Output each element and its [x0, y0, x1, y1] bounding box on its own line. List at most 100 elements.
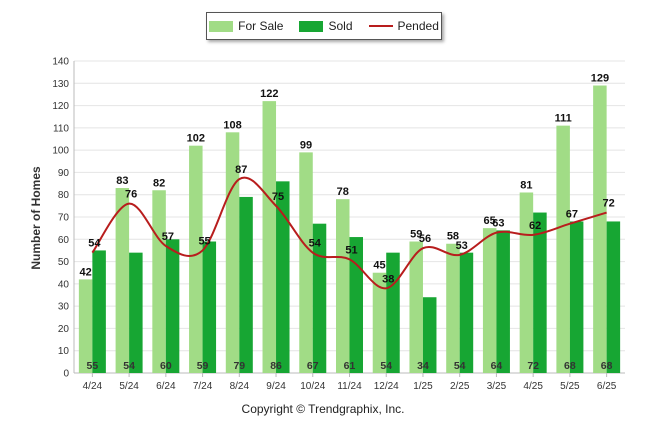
bar-sold — [496, 230, 510, 373]
pended-value-label: 67 — [566, 209, 578, 221]
for-sale-value-label: 102 — [187, 133, 205, 145]
for-sale-value-label: 58 — [447, 231, 459, 243]
x-tick-label: 11/24 — [337, 381, 362, 392]
bar-sold — [92, 250, 106, 373]
bar-sold — [386, 252, 400, 373]
y-tick-label: 80 — [58, 190, 70, 201]
x-tick-label: 7/24 — [193, 381, 213, 392]
pended-value-label: 53 — [456, 240, 468, 252]
bar-for-sale — [446, 243, 460, 373]
bar-for-sale — [152, 190, 166, 373]
y-tick-label: 40 — [58, 279, 70, 290]
for-sale-value-label: 65 — [484, 215, 496, 227]
x-tick-label: 4/24 — [83, 381, 103, 392]
x-tick-label: 3/25 — [487, 381, 507, 392]
for-sale-value-label: 129 — [591, 73, 609, 85]
y-tick-label: 110 — [53, 123, 69, 134]
pended-value-label: 63 — [492, 218, 504, 230]
x-tick-label: 5/24 — [119, 381, 139, 392]
bar-for-sale — [519, 192, 534, 373]
for-sale-value-label: 111 — [555, 113, 572, 125]
pended-value-label: 62 — [529, 220, 541, 232]
sold-value-label: 55 — [87, 360, 99, 372]
y-tick-label: 90 — [58, 168, 70, 179]
for-sale-value-label: 82 — [153, 177, 165, 189]
for-sale-swatch — [209, 20, 234, 32]
sold-value-label: 54 — [454, 360, 466, 372]
y-tick-label: 50 — [58, 257, 70, 268]
bar-for-sale — [78, 279, 93, 373]
pended-value-label: 87 — [235, 164, 247, 176]
x-tick-label: 9/24 — [266, 381, 286, 392]
legend-item-for-sale[interactable]: For Sale — [209, 19, 283, 33]
y-tick-label: 0 — [63, 369, 69, 380]
bar-sold — [606, 221, 621, 373]
pended-value-label: 57 — [162, 231, 174, 243]
sold-value-label: 72 — [527, 360, 539, 372]
bar-for-sale — [299, 152, 313, 373]
copyright-text: Copyright © Trendgraphix, Inc. — [241, 402, 405, 416]
x-tick-label: 12/24 — [374, 381, 399, 392]
bar-sold — [165, 239, 180, 373]
bar-for-sale — [372, 272, 387, 373]
bar-sold — [129, 252, 143, 373]
bar-for-sale — [115, 188, 130, 373]
y-tick-label: 20 — [58, 324, 70, 335]
for-sale-value-label: 42 — [79, 266, 91, 278]
sold-value-label: 34 — [417, 360, 429, 372]
sold-value-label: 79 — [233, 360, 245, 372]
bars — [78, 85, 621, 373]
bar-for-sale — [336, 199, 350, 373]
x-tick-label: 8/24 — [230, 381, 250, 392]
for-sale-value-label: 59 — [410, 229, 422, 241]
bar-for-sale — [556, 125, 570, 373]
for-sale-value-label: 81 — [520, 179, 532, 191]
bar-sold — [276, 181, 290, 373]
x-tick-label: 6/24 — [156, 381, 176, 392]
sold-value-label: 67 — [307, 360, 319, 372]
bar-sold — [312, 223, 327, 373]
sold-value-label: 86 — [270, 360, 282, 372]
x-tick-label: 4/25 — [523, 381, 543, 392]
for-sale-value-label: 99 — [300, 139, 312, 151]
pended-value-label: 51 — [345, 244, 357, 256]
y-tick-label: 60 — [58, 235, 70, 246]
bar-for-sale — [262, 101, 277, 373]
pended-value-label: 75 — [272, 191, 284, 203]
pended-value-label: 54 — [309, 238, 322, 250]
y-tick-label: 130 — [52, 79, 69, 90]
sold-swatch — [299, 20, 324, 32]
legend-item-pended[interactable]: Pended — [368, 19, 439, 33]
y-axis-title: Number of Homes — [29, 166, 43, 270]
y-tick-label: 30 — [58, 302, 70, 313]
y-tick-label: 10 — [58, 346, 70, 357]
x-tick-label: 1/25 — [413, 381, 433, 392]
y-tick-label: 120 — [52, 101, 69, 112]
pended-value-label: 55 — [198, 235, 210, 247]
bar-sold — [422, 297, 437, 373]
x-tick-label: 5/25 — [560, 381, 580, 392]
pended-value-label: 56 — [419, 233, 431, 245]
x-tick-label: 6/25 — [597, 381, 617, 392]
for-sale-value-label: 45 — [373, 260, 385, 272]
sold-value-label: 68 — [601, 360, 613, 372]
pended-value-label: 76 — [125, 189, 137, 201]
pended-value-label: 72 — [603, 198, 615, 210]
pended-value-label: 38 — [382, 273, 394, 285]
x-tick-label: 10/24 — [300, 381, 325, 392]
y-tick-label: 140 — [52, 57, 69, 68]
legend-label-for-sale: For Sale — [238, 19, 284, 33]
bar-for-sale — [593, 85, 607, 373]
bar-for-sale — [409, 241, 423, 373]
pended-swatch — [368, 25, 393, 27]
pended-value-label: 54 — [88, 238, 101, 250]
for-sale-value-label: 122 — [260, 88, 278, 100]
sold-value-label: 59 — [197, 360, 209, 372]
sold-value-label: 54 — [123, 360, 135, 372]
y-tick-label: 70 — [58, 213, 70, 224]
legend-item-sold[interactable]: Sold — [299, 19, 353, 33]
bar-for-sale — [189, 145, 203, 373]
for-sale-value-label: 78 — [337, 186, 349, 198]
bar-sold — [202, 241, 217, 373]
